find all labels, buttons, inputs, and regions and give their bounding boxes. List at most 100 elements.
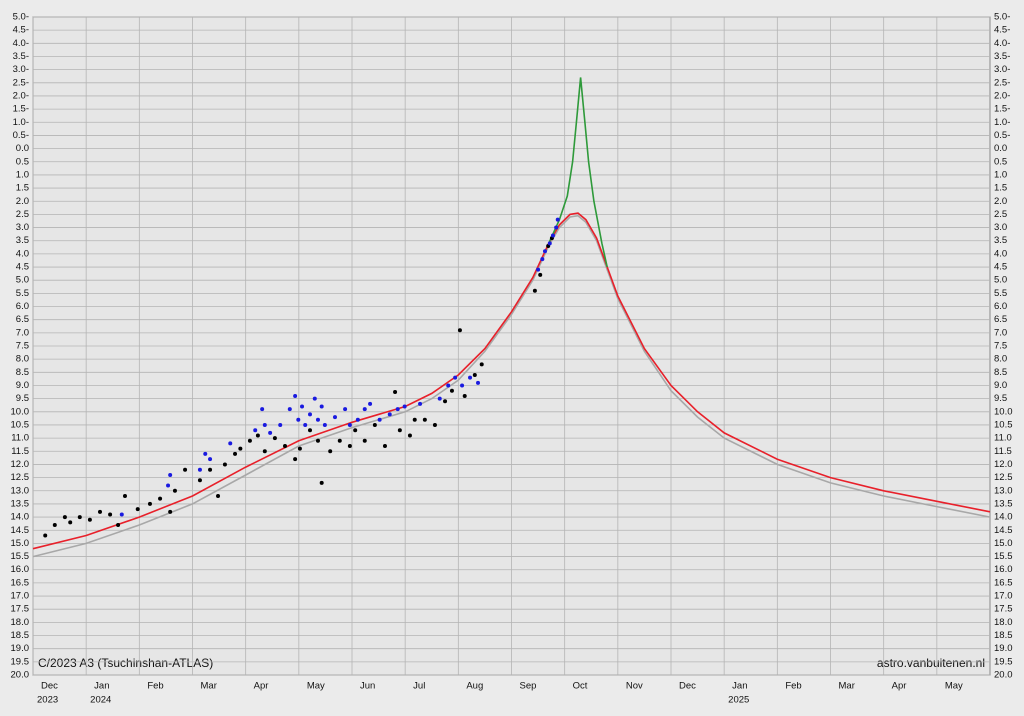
y2-tick-label: 9.0 <box>994 380 1007 391</box>
point <box>422 417 427 422</box>
y2-tick-label: 0.0 <box>994 143 1007 154</box>
point <box>443 399 448 404</box>
point <box>233 451 238 456</box>
y2-tick-label: 4.0 <box>994 248 1007 259</box>
point <box>238 446 243 451</box>
y2-tick-label: 4.0- <box>994 38 1010 49</box>
x-tick-label: Jan <box>94 681 109 692</box>
point <box>300 404 305 409</box>
y-tick-label: 7.0 <box>16 327 29 338</box>
point <box>532 288 537 293</box>
point <box>319 404 324 409</box>
point <box>468 375 473 380</box>
y-tick-label: 9.0 <box>16 380 29 391</box>
y2-tick-label: 17.5 <box>994 604 1013 615</box>
point <box>395 407 400 412</box>
y-tick-label: 19.5 <box>11 656 30 667</box>
y-tick-label: 6.0 <box>16 301 29 312</box>
y-tick-label: 5.5 <box>16 288 29 299</box>
y2-tick-label: 18.0 <box>994 617 1013 628</box>
point <box>315 417 320 422</box>
point <box>362 438 367 443</box>
point <box>260 407 265 412</box>
y2-tick-label: 16.0 <box>994 564 1013 575</box>
point <box>542 249 547 254</box>
point <box>538 272 543 277</box>
y-tick-label: 0.0 <box>16 143 29 154</box>
point <box>536 267 541 272</box>
point <box>293 457 298 462</box>
point <box>62 515 67 520</box>
point <box>347 422 352 427</box>
x-tick-label: Feb <box>785 681 801 692</box>
y-tick-label: 10.5 <box>11 419 30 430</box>
x-tick-label: Sep <box>520 681 537 692</box>
point <box>453 375 458 380</box>
year-label: 2024 <box>90 695 111 706</box>
y-tick-label: 4.0- <box>13 38 29 49</box>
credit: astro.vanbuitenen.nl <box>877 656 985 670</box>
y-tick-label: 4.5- <box>13 25 29 36</box>
point <box>68 520 73 525</box>
point <box>540 257 545 262</box>
point <box>332 415 337 420</box>
y2-tick-label: 13.5 <box>994 498 1013 509</box>
point <box>312 396 317 401</box>
y2-tick-label: 11.5 <box>994 446 1012 457</box>
point <box>355 417 360 422</box>
point <box>116 522 121 527</box>
x-tick-label: Mar <box>839 681 855 692</box>
x-tick-label: Aug <box>466 681 483 692</box>
y2-tick-label: 7.5 <box>994 341 1007 352</box>
y2-tick-label: 15.0 <box>994 538 1013 549</box>
x-tick-label: May <box>945 681 963 692</box>
x-tick-label: Dec <box>41 681 58 692</box>
point <box>272 436 277 441</box>
point <box>108 512 113 517</box>
y-tick-label: 3.5- <box>13 51 29 62</box>
point <box>247 438 252 443</box>
y-tick-label: 1.0 <box>16 169 29 180</box>
point <box>97 509 102 514</box>
point <box>479 362 484 367</box>
y2-tick-label: 3.0- <box>994 64 1010 75</box>
y-tick-label: 19.0 <box>11 643 30 654</box>
y2-tick-label: 8.0 <box>994 354 1007 365</box>
point <box>183 467 188 472</box>
point <box>135 507 140 512</box>
y-tick-label: 10.0 <box>11 406 30 417</box>
y-tick-label: 4.0 <box>16 248 29 259</box>
y-tick-label: 12.5 <box>11 472 30 483</box>
x-tick-label: Apr <box>254 681 269 692</box>
point <box>52 522 57 527</box>
point <box>322 422 327 427</box>
point <box>147 501 152 506</box>
point <box>43 533 48 538</box>
point <box>77 515 82 520</box>
point <box>550 233 555 238</box>
point <box>168 509 173 514</box>
y2-tick-label: 19.0 <box>994 643 1013 654</box>
y-tick-label: 6.5 <box>16 314 29 325</box>
y2-tick-label: 7.0 <box>994 327 1007 338</box>
point <box>228 441 233 446</box>
point <box>122 494 127 499</box>
point <box>303 422 308 427</box>
point <box>297 446 302 451</box>
point <box>293 394 298 399</box>
y-tick-label: 4.5 <box>16 262 29 273</box>
y2-tick-label: 17.0 <box>994 591 1013 602</box>
point <box>87 517 92 522</box>
point <box>387 412 392 417</box>
y2-tick-label: 18.5 <box>994 630 1013 641</box>
y2-tick-label: 2.5- <box>994 77 1010 88</box>
y-tick-label: 12.0 <box>11 459 30 470</box>
x-tick-label: Jan <box>732 681 747 692</box>
y-tick-label: 15.0 <box>11 538 30 549</box>
y-tick-label: 13.5 <box>11 498 30 509</box>
y-tick-label: 3.0 <box>16 222 29 233</box>
point <box>168 472 173 477</box>
point <box>402 404 407 409</box>
point <box>208 467 213 472</box>
point <box>262 449 267 454</box>
